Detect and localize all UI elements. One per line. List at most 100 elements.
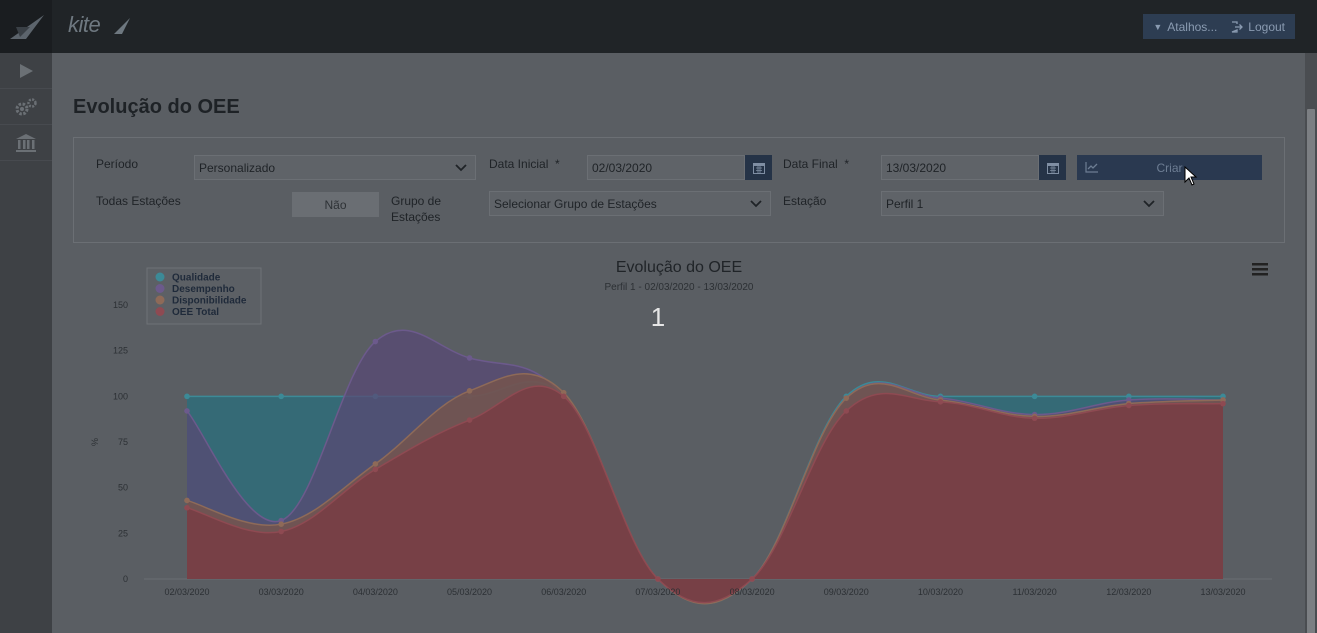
y-tick-label: 100	[113, 391, 128, 401]
y-tick-label: 0	[123, 574, 128, 584]
sidebar-item-settings[interactable]	[0, 89, 52, 125]
x-tick-label: 13/03/2020	[1200, 587, 1245, 597]
data-point[interactable]	[184, 393, 190, 400]
filter-panel	[73, 137, 1285, 243]
menu-toggle[interactable]	[0, 0, 52, 53]
x-tick-label: 10/03/2020	[918, 587, 963, 597]
grupo-estacoes-label: Grupo de Estações	[391, 194, 442, 224]
scroll-thumb[interactable]	[1307, 109, 1315, 633]
logout-label: Logout	[1248, 19, 1285, 34]
data-inicial-label: Data Inicial *	[489, 157, 560, 171]
play-icon	[20, 63, 33, 78]
x-tick-label: 06/03/2020	[541, 587, 586, 597]
y-tick-label: 125	[113, 346, 128, 356]
data-point[interactable]	[184, 504, 190, 511]
data-point[interactable]	[1031, 393, 1038, 400]
sidebar	[0, 53, 52, 633]
data-point[interactable]	[466, 417, 473, 423]
y-tick-label: 50	[118, 483, 128, 493]
data-point[interactable]	[278, 528, 284, 535]
data-point[interactable]	[1126, 402, 1132, 409]
sidebar-item-play[interactable]	[0, 53, 52, 89]
legend-item[interactable]: Desempenho	[172, 284, 235, 295]
caret-down-icon: ▼	[1153, 21, 1163, 32]
x-tick-label: 04/03/2020	[353, 587, 398, 597]
todas-estacoes-value: Não	[324, 197, 347, 212]
chevron-down-icon	[750, 200, 762, 208]
estacao-label: Estação	[783, 194, 827, 208]
chart-menu-button[interactable]	[1252, 263, 1268, 276]
legend-item[interactable]: OEE Total	[172, 307, 219, 318]
data-point[interactable]	[466, 388, 473, 394]
chart-series	[184, 329, 1226, 605]
gears-icon	[15, 97, 37, 115]
data-final-value: 13/03/2020	[886, 161, 947, 175]
legend-marker	[155, 307, 165, 316]
x-axis-ticks: 02/03/2020 03/03/2020 04/03/2020 05/03/2020…	[164, 587, 1245, 597]
data-final-input[interactable]: 13/03/2020	[881, 155, 1039, 180]
legend-item[interactable]: Disponibilidade	[172, 296, 247, 307]
criar-label: Criar	[1156, 160, 1183, 175]
data-final-label: Data Final *	[783, 157, 850, 171]
page-title: Evolução do OEE	[73, 96, 240, 118]
data-point[interactable]	[278, 521, 284, 527]
legend-marker	[155, 272, 165, 282]
legend-item[interactable]: Qualidade	[172, 273, 221, 284]
todas-estacoes-toggle[interactable]: Não	[292, 192, 379, 217]
legend-marker	[155, 295, 165, 305]
data-inicial-calendar-button[interactable]	[745, 155, 772, 180]
x-tick-label: 05/03/2020	[447, 587, 492, 597]
data-point[interactable]	[278, 393, 284, 400]
estacao-value: Perfil 1	[886, 197, 924, 211]
logout-button[interactable]: Logout	[1231, 20, 1285, 34]
periodo-label: Período	[96, 157, 139, 171]
calendar-icon	[1046, 162, 1059, 174]
data-point[interactable]	[843, 395, 850, 401]
periodo-value: Personalizado	[199, 161, 276, 175]
chart-title: Evolução do OEE	[616, 259, 742, 276]
y-tick-label: 75	[118, 437, 128, 447]
logout-icon	[1232, 20, 1244, 33]
grupo-estacoes-select[interactable]: Selecionar Grupo de Estações	[489, 191, 771, 216]
data-point[interactable]	[1220, 400, 1226, 407]
oee-chart: Evolução do OEE Perfil 1 - 02/03/2020 - …	[90, 259, 1272, 605]
x-tick-label: 07/03/2020	[635, 587, 680, 597]
x-tick-label: 02/03/2020	[164, 587, 209, 597]
data-final-calendar-button[interactable]	[1039, 155, 1066, 180]
data-point[interactable]	[749, 576, 755, 582]
data-inicial-value: 02/03/2020	[592, 161, 653, 175]
data-point[interactable]	[184, 408, 190, 414]
data-point[interactable]	[560, 393, 567, 400]
page-scrollbar[interactable]	[1305, 53, 1317, 633]
line-chart-icon	[1085, 162, 1098, 173]
shortcuts-menu[interactable]: ▼ Atalhos...	[1153, 20, 1217, 34]
data-point[interactable]	[184, 497, 190, 504]
data-inicial-input[interactable]: 02/03/2020	[587, 155, 745, 180]
data-point[interactable]	[372, 461, 379, 467]
y-tick-label: 25	[118, 528, 128, 538]
data-point[interactable]	[372, 338, 379, 345]
data-point[interactable]	[843, 408, 850, 414]
data-point[interactable]	[466, 355, 473, 361]
data-point[interactable]	[1031, 415, 1038, 422]
legend-marker	[155, 284, 165, 293]
data-point[interactable]	[937, 399, 944, 405]
data-point[interactable]	[655, 576, 661, 582]
top-navbar: kite ▼ Atalhos... Logout	[0, 0, 1317, 53]
mouse-cursor-icon	[1184, 166, 1198, 186]
x-tick-label: 08/03/2020	[730, 587, 775, 597]
x-tick-label: 03/03/2020	[259, 587, 304, 597]
criar-button[interactable]: Criar	[1077, 155, 1262, 180]
data-point[interactable]	[372, 466, 379, 473]
logo-mark-icon	[114, 18, 130, 34]
estacao-select[interactable]: Perfil 1	[881, 191, 1164, 216]
legend-box	[146, 267, 262, 325]
periodo-select[interactable]: Personalizado	[194, 155, 476, 180]
brand-icon	[10, 14, 44, 39]
chart-subtitle: Perfil 1 - 02/03/2020 - 13/03/2020	[605, 282, 754, 293]
sidebar-item-institution[interactable]	[0, 125, 52, 161]
series-area-3	[187, 386, 1223, 603]
x-tick-label: 09/03/2020	[824, 587, 869, 597]
y-tick-label: 150	[113, 300, 128, 310]
